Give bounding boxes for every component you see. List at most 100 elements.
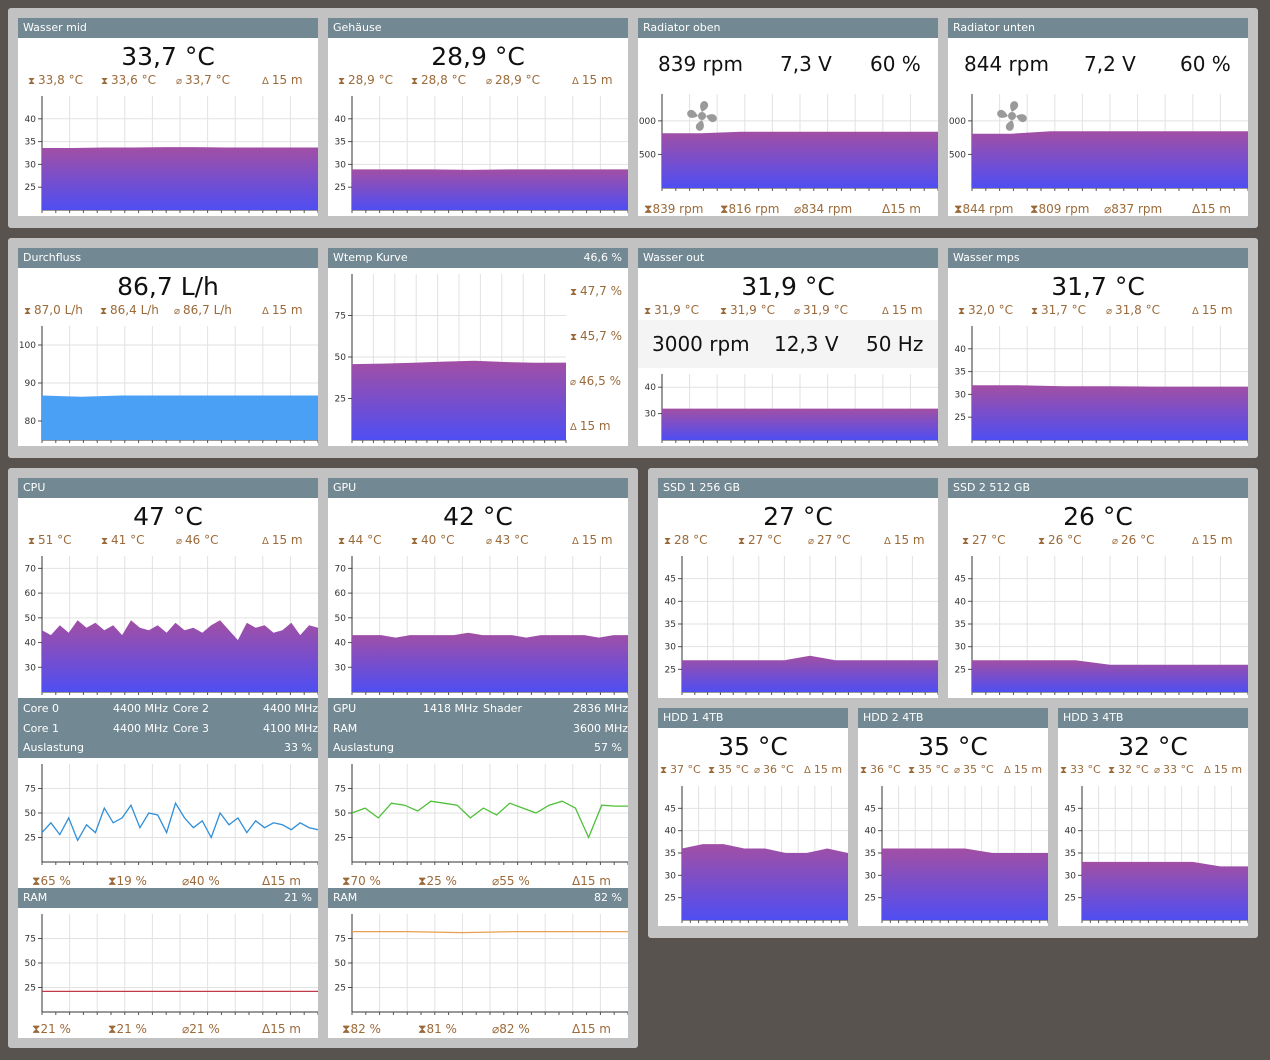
time-span-icon: Δ — [262, 1022, 271, 1036]
tile-cpu[interactable]: CPU 47 °C ⧗ 51 °C ⧗ 41 °C ⌀ 46 °C Δ 15 m 70 6… — [18, 478, 318, 1038]
tick-label: 45 — [665, 575, 676, 585]
avg-stat: ⌀ 31,9 °C — [794, 303, 848, 317]
hourglass-max-icon: ⧗ — [664, 536, 672, 547]
time-span-icon: Δ — [572, 1022, 581, 1036]
value: 42 °C — [443, 502, 513, 531]
tile-wtemp-kurve[interactable]: Wtemp Kurve 46,6 % 75 50 25 ⧗ 47,7 % ⧗ 45,7 %… — [328, 248, 628, 446]
tick-label: 30 — [865, 871, 877, 881]
average-icon: ⌀ — [492, 1022, 500, 1036]
value: 31,7 °C — [1051, 272, 1145, 301]
tile-radiator-oben[interactable]: Radiator oben 839 rpm 7,3 V 60 % 1.000 50… — [638, 18, 938, 216]
pump-row — [638, 320, 938, 368]
chart: 75 50 25 — [328, 268, 567, 446]
tick-label: 60 — [25, 589, 37, 599]
hourglass-min-icon: ⧗ — [108, 874, 117, 888]
average-icon: ⌀ — [570, 377, 577, 388]
tile-hdd1[interactable]: HDD 1 4TB 35 °C ⧗ 37 °C ⧗ 35 °C ⌀ 36 °C Δ 15… — [658, 708, 848, 926]
tile-title: SSD 1 256 GB — [658, 478, 938, 498]
value: 26 °C — [1063, 502, 1133, 531]
value: 86,7 L/h — [117, 272, 219, 301]
time-span-icon: Δ — [262, 306, 269, 317]
avg-stat: ⌀ 43 °C — [486, 533, 529, 547]
tick-label: 40 — [335, 639, 347, 649]
ram-header: RAM 21 % — [18, 888, 318, 908]
chart-svg: 75 50 25 — [335, 764, 628, 865]
percent-value: 60 % — [870, 52, 921, 76]
tick-label: 60 — [335, 589, 347, 599]
time-span-icon: Δ — [1192, 202, 1201, 216]
core2-value: 4400 MHz — [263, 702, 318, 715]
hourglass-max-icon: ⧗ — [860, 765, 868, 776]
chart-svg: 70 60 50 40 30 — [335, 556, 628, 695]
value: 31,9 °C — [741, 272, 835, 301]
percent-value: 46,6 % — [583, 251, 622, 264]
tick-label: 25 — [335, 834, 346, 844]
shader-label: Shader — [483, 702, 522, 715]
tick-label: 500 — [639, 150, 656, 160]
avg-stat: ⌀ 33,7 °C — [176, 73, 230, 87]
max-stat: ⧗ 27 °C — [962, 533, 1006, 547]
tile-wasser-mps[interactable]: Wasser mps 31,7 °C ⧗ 32,0 °C ⧗ 31,7 °C ⌀ 31… — [948, 248, 1248, 446]
min-stat: ⧗ 40 °C — [411, 533, 455, 547]
tick-label: 80 — [25, 417, 37, 427]
tick-label: 35 — [955, 368, 966, 378]
min-stat: ⧗ 41 °C — [101, 533, 145, 547]
core1-label: Core 1 — [23, 722, 59, 735]
tick-label: 50 — [335, 353, 347, 363]
tile-radiator-unten[interactable]: Radiator unten 844 rpm 7,2 V 60 % 1.000 5… — [948, 18, 1248, 216]
avg-stat: ⌀ 33 °C — [1154, 763, 1194, 776]
avg-stat: ⌀ 35 °C — [954, 763, 994, 776]
tile-gehaeuse[interactable]: Gehäuse 28,9 °C ⧗ 28,9 °C ⧗ 28,8 °C ⌀ 28,9 … — [328, 18, 628, 216]
ram-period-stat: Δ15 m — [262, 1022, 301, 1036]
tick-label: 25 — [25, 183, 36, 193]
series-area — [1082, 861, 1248, 920]
value: 35 °C — [718, 732, 788, 761]
chart-svg: 40 35 30 25 — [25, 96, 318, 213]
tile-hdd2[interactable]: HDD 2 4TB 35 °C ⧗ 36 °C ⧗ 35 °C ⌀ 35 °C Δ 15… — [858, 708, 1048, 926]
tick-label: 30 — [665, 643, 677, 653]
chart-svg: 45 40 35 30 25 — [865, 786, 1048, 923]
max-stat: ⧗ 33 °C — [1060, 763, 1101, 776]
hourglass-min-icon: ⧗ — [1108, 765, 1116, 776]
tile-ssd1[interactable]: SSD 1 256 GB 27 °C ⧗ 28 °C ⧗ 27 °C ⌀ 27 °C … — [658, 478, 938, 698]
series-area — [972, 131, 1248, 188]
tile-durchfluss[interactable]: Durchfluss 86,7 L/h ⧗ 87,0 L/h ⧗ 86,4 L/h … — [18, 248, 318, 446]
time-span-icon: Δ — [572, 76, 579, 87]
tile-title: HDD 3 4TB — [1058, 708, 1248, 728]
series-area — [882, 848, 1048, 920]
chart: 40 35 30 25 — [328, 90, 628, 216]
chart: 45 40 35 30 25 — [948, 550, 1248, 698]
chart: 45 40 35 30 25 — [858, 780, 1048, 926]
tile-wasser-out[interactable]: Wasser out 31,9 °C ⧗ 31,9 °C ⧗ 31,9 °C ⌀ 31… — [638, 248, 938, 446]
hourglass-min-icon: ⧗ — [101, 76, 109, 87]
chart: 45 40 35 30 25 — [658, 550, 938, 698]
chart: 1.000 500 — [638, 88, 938, 194]
hourglass-min-icon: ⧗ — [720, 306, 728, 317]
tile-hdd3[interactable]: HDD 3 4TB 32 °C ⧗ 33 °C ⧗ 32 °C ⌀ 33 °C Δ 15… — [1058, 708, 1248, 926]
chart-svg: 45 40 35 30 25 — [665, 556, 938, 695]
tick-label: 50 — [335, 614, 347, 624]
load-period-stat: Δ15 m — [262, 874, 301, 888]
max-stat: ⧗ 36 °C — [860, 763, 901, 776]
time-span-icon: Δ — [1192, 536, 1199, 547]
tile-title: Wtemp Kurve 46,6 % — [328, 248, 628, 268]
tile-ssd2[interactable]: SSD 2 512 GB 26 °C ⧗ 27 °C ⧗ 26 °C ⌀ 26 °C … — [948, 478, 1248, 698]
tile-gpu[interactable]: GPU 42 °C ⧗ 44 °C ⧗ 40 °C ⌀ 43 °C Δ 15 m 70 6… — [328, 478, 628, 1038]
hourglass-max-icon: ⧗ — [342, 1022, 351, 1036]
load-max-stat: ⧗70 % — [342, 874, 381, 888]
series-area — [662, 408, 938, 440]
tick-label: 25 — [335, 183, 346, 193]
hourglass-max-icon: ⧗ — [958, 306, 966, 317]
tile-wasser-mid[interactable]: Wasser mid 33,7 °C ⧗ 33,8 °C ⧗ 33,6 °C ⌀ 33… — [18, 18, 318, 216]
chart: 100 90 80 — [18, 320, 318, 446]
load-min-stat: ⧗19 % — [108, 874, 147, 888]
tick-label: 40 — [335, 115, 347, 125]
core0-value: 4400 MHz — [113, 702, 169, 715]
tick-label: 35 — [865, 849, 876, 859]
hourglass-max-icon: ⧗ — [644, 202, 653, 216]
time-span-icon: Δ — [882, 306, 889, 317]
chart-svg: 75 50 25 — [25, 764, 318, 865]
